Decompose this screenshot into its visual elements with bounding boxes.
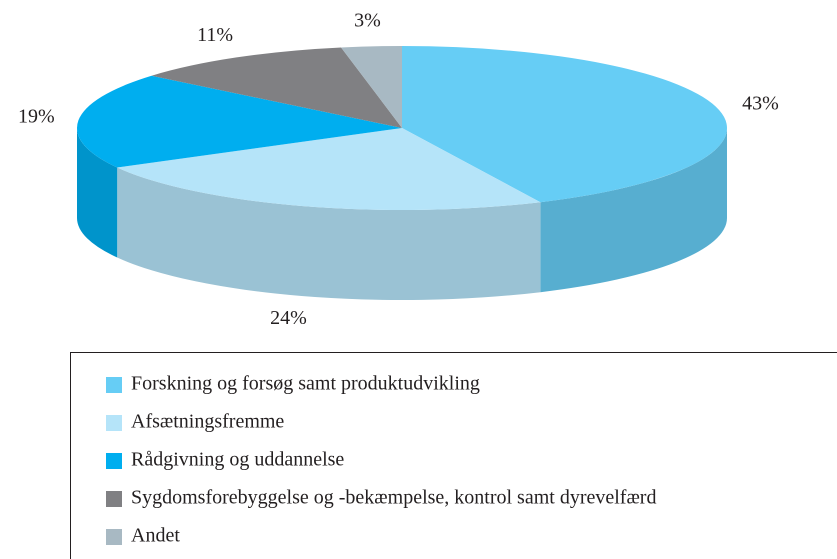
data-label: 11% (197, 24, 233, 46)
legend-swatch (106, 377, 122, 393)
slice (402, 46, 727, 203)
legend-label: Afsætningsfremme (131, 411, 284, 433)
slice-side (540, 128, 727, 293)
slice (77, 75, 403, 168)
legend-label: Andet (131, 525, 180, 547)
data-label: 3% (354, 9, 381, 31)
legend-label: Sygdomsforebyggelse og -bekæmpelse, kont… (131, 487, 656, 509)
slice (341, 46, 402, 128)
legend-box (70, 352, 837, 559)
data-label: 24% (270, 307, 307, 329)
slice (117, 128, 541, 210)
data-label: 19% (18, 106, 55, 128)
legend-swatch (106, 529, 122, 545)
legend-label: Rådgivning og uddannelse (131, 449, 344, 471)
slice (151, 47, 402, 128)
legend-swatch (106, 415, 122, 431)
data-label: 43% (742, 92, 779, 114)
legend-label: Forskning og forsøg samt produktudviklin… (131, 373, 480, 395)
slice-side (77, 128, 118, 258)
legend-swatch (106, 453, 122, 469)
slice-side (117, 167, 541, 301)
legend-swatch (106, 491, 122, 507)
